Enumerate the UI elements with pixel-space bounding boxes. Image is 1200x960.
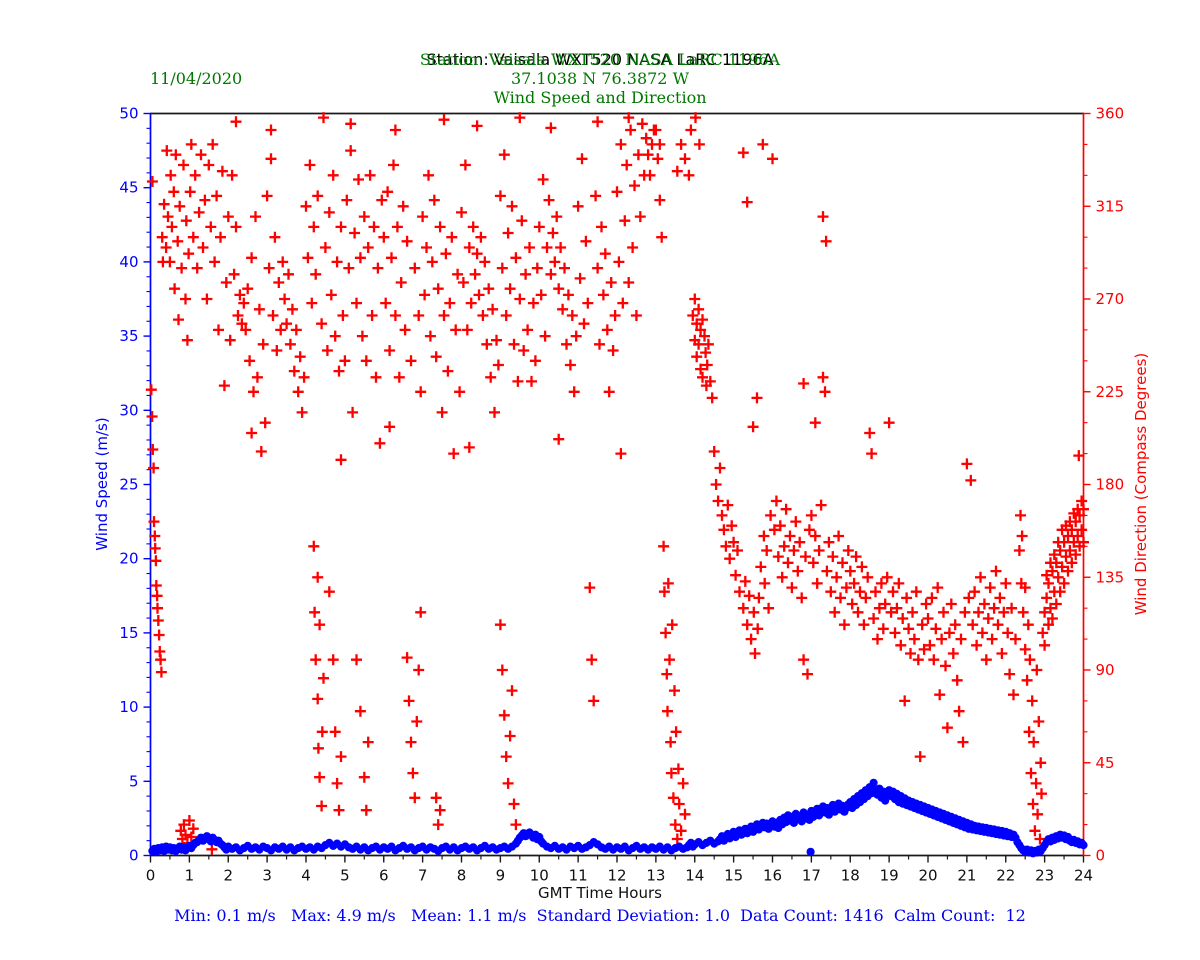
x-tick-label: 9 — [496, 867, 506, 885]
y-right-tick-label: 315 — [1096, 197, 1125, 215]
title-line2: 37.1038 N 76.3872 W — [510, 69, 690, 88]
y-left-tick-label: 45 — [119, 179, 138, 197]
y-left-tick-label: 10 — [119, 698, 138, 716]
y-axis-label-left: Wind Speed (m/s) — [93, 417, 111, 551]
x-tick-label: 13 — [646, 867, 665, 885]
stats-line: Min: 0.1 m/s Max: 4.9 m/s Mean: 1.1 m/s … — [174, 906, 1026, 925]
y-left-tick-label: 20 — [119, 550, 138, 568]
wind-speed-point — [1079, 841, 1088, 850]
x-tick-label: 21 — [957, 867, 976, 885]
x-tick-label: 11 — [569, 867, 588, 885]
x-tick-label: 24 — [1074, 867, 1093, 885]
x-tick-label: 12 — [607, 867, 626, 885]
y-right-tick-label: 0 — [1096, 847, 1106, 865]
y-right-tick-label: 45 — [1096, 754, 1115, 772]
y-left-tick-label: 15 — [119, 624, 138, 642]
y-right-tick-label: 135 — [1096, 568, 1125, 586]
x-tick-label: 6 — [379, 867, 389, 885]
x-tick-label: 4 — [301, 867, 311, 885]
x-tick-label: 15 — [724, 867, 743, 885]
y-left-tick-label: 25 — [119, 476, 138, 494]
title-line3: Wind Speed and Direction — [493, 88, 707, 107]
y-right-tick-label: 90 — [1096, 661, 1115, 679]
y-axis-label-right: Wind Direction (Compass Degrees) — [1132, 352, 1150, 616]
wind-speed-markers — [148, 778, 1088, 858]
wind-direction-markers — [145, 112, 1089, 855]
wind-speed-point — [806, 847, 815, 856]
y-left-tick-label: 30 — [119, 401, 138, 419]
y-left-tick-label: 35 — [119, 327, 138, 345]
x-tick-label: 0 — [146, 867, 156, 885]
x-tick-label: 10 — [530, 867, 549, 885]
x-tick-label: 2 — [223, 867, 233, 885]
y-left-tick-label: 5 — [129, 772, 139, 790]
y-left-tick-label: 0 — [129, 847, 139, 865]
x-tick-label: 19 — [880, 867, 899, 885]
y-left-tick-label: 50 — [119, 105, 138, 123]
y-right-tick-label: 360 — [1096, 105, 1125, 123]
x-tick-label: 23 — [1035, 867, 1054, 885]
y-right-tick-label: 180 — [1096, 476, 1125, 494]
title-line1: Station: Vaisala WXT520 NASA LaRC 1196A — [419, 50, 781, 69]
x-tick-label: 14 — [685, 867, 704, 885]
y-right-tick-label: 270 — [1096, 290, 1125, 308]
x-tick-label: 7 — [418, 867, 428, 885]
x-tick-label: 18 — [841, 867, 860, 885]
x-tick-label: 8 — [457, 867, 467, 885]
y-right-tick-label: 225 — [1096, 383, 1125, 401]
x-tick-label: 1 — [185, 867, 195, 885]
x-tick-label: 16 — [763, 867, 782, 885]
x-tick-label: 3 — [262, 867, 272, 885]
chart-title-line1: Station: Vaisala WXT520 NASA LaRC 1196A — [426, 50, 774, 69]
x-tick-label: 5 — [340, 867, 350, 885]
x-tick-label: 22 — [996, 867, 1015, 885]
date-label: 11/04/2020 — [150, 69, 243, 88]
y-left-tick-label: 40 — [119, 253, 138, 271]
wind-speed-point — [869, 778, 878, 787]
x-axis-label: GMT Time Hours — [538, 884, 662, 902]
x-tick-label: 17 — [802, 867, 821, 885]
x-tick-label: 20 — [918, 867, 937, 885]
